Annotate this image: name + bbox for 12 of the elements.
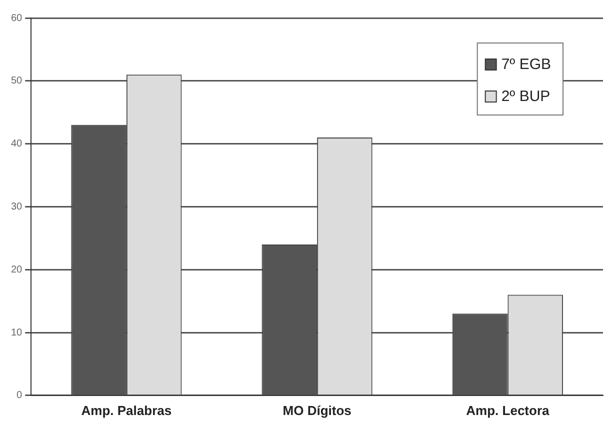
legend-label: 2º BUP [501,88,550,106]
y-tick-label: 0 [16,390,23,402]
x-tick-label: Amp. Lectora [466,402,550,418]
x-tick-label: Amp. Palabras [81,402,172,418]
y-tick-label: 30 [11,201,23,212]
y-tick-label: 50 [11,76,23,87]
y-tick-label: 10 [11,327,23,338]
y-tick-label: 40 [11,138,23,150]
y-tick-label: 60 [11,12,23,24]
x-tick-label: MO Dígitos [282,402,352,418]
legend-label: 7º EGB [501,56,552,74]
y-tick-label: 20 [11,264,23,276]
